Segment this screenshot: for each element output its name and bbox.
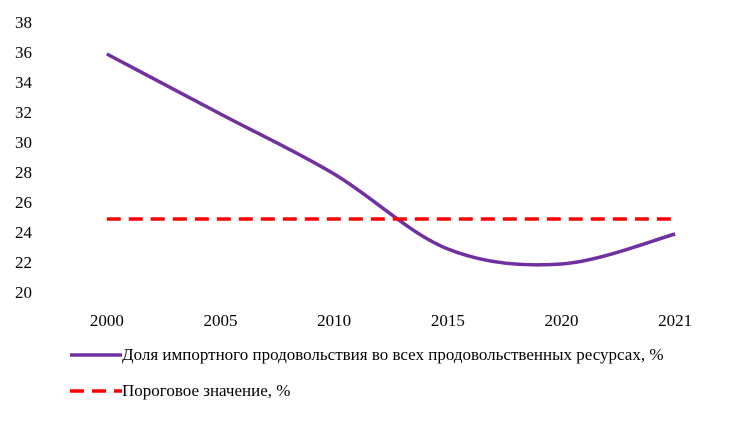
legend-item: Пороговое значение, % bbox=[70, 380, 730, 402]
y-tick-label: 26 bbox=[15, 193, 32, 212]
legend-label: Доля импортного продовольствия во всех п… bbox=[122, 345, 664, 364]
legend: Доля импортного продовольствия во всех п… bbox=[70, 344, 730, 416]
legend-item: Доля импортного продовольствия во всех п… bbox=[70, 344, 730, 366]
x-tick-label: 2000 bbox=[90, 311, 124, 330]
x-tick-label: 2010 bbox=[317, 311, 351, 330]
y-tick-label: 30 bbox=[15, 133, 32, 152]
y-tick-label: 28 bbox=[15, 163, 32, 182]
x-tick-label: 2020 bbox=[545, 311, 579, 330]
y-tick-label: 34 bbox=[15, 73, 33, 92]
y-tick-label: 36 bbox=[15, 43, 32, 62]
series-line bbox=[106, 52, 676, 267]
y-tick-label: 22 bbox=[15, 253, 32, 272]
y-tick-label: 38 bbox=[15, 13, 32, 32]
y-tick-label: 24 bbox=[15, 223, 33, 242]
x-tick-label: 2015 bbox=[431, 311, 465, 330]
y-tick-label: 32 bbox=[15, 103, 32, 122]
legend-swatch bbox=[70, 353, 122, 357]
chart: 20 22 24 26 28 30 32 34 36 38 2000 2005 2010 2015 2020… bbox=[15, 13, 692, 330]
y-tick-label: 20 bbox=[15, 283, 32, 302]
legend-label: Пороговое значение, % bbox=[122, 381, 291, 400]
x-tick-label: 2005 bbox=[204, 311, 238, 330]
legend-swatch bbox=[70, 389, 122, 393]
x-tick-label: 2021 bbox=[658, 311, 692, 330]
